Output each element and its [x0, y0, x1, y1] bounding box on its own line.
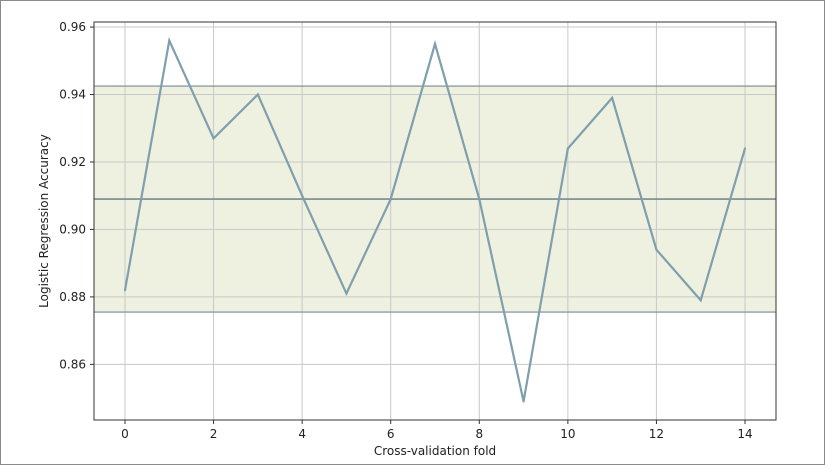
data-point [433, 42, 437, 46]
data-point [301, 194, 304, 197]
x-tick-label: 0 [121, 427, 129, 441]
data-point [743, 147, 747, 150]
data-point [168, 39, 171, 42]
y-tick-label: 0.90 [59, 222, 86, 236]
x-axis-label: Cross-validation fold [374, 444, 496, 458]
x-tick-label: 14 [737, 427, 752, 441]
data-point [389, 197, 392, 201]
y-axis-label: Logistic Regression Accuracy [37, 134, 51, 308]
data-point [256, 93, 259, 96]
y-tick-label: 0.86 [59, 357, 86, 371]
data-point [123, 289, 127, 292]
y-tick-label: 0.92 [59, 155, 86, 169]
y-tick-label: 0.88 [59, 290, 86, 304]
y-tick-label: 0.94 [59, 88, 86, 102]
data-point [212, 137, 215, 140]
x-tick-label: 8 [475, 427, 483, 441]
x-tick-label: 6 [387, 427, 395, 441]
data-point [345, 292, 348, 295]
y-tick-label: 0.96 [59, 20, 86, 34]
data-point [522, 400, 525, 403]
data-point [611, 96, 614, 99]
x-tick-label: 12 [649, 427, 664, 441]
x-tick-label: 10 [560, 427, 575, 441]
x-tick-label: 2 [210, 427, 218, 441]
data-point [655, 248, 658, 251]
data-point [478, 197, 481, 201]
x-tick-label: 4 [298, 427, 306, 441]
plot-area-frame [93, 21, 777, 421]
data-point [699, 299, 702, 302]
data-point [566, 147, 569, 150]
